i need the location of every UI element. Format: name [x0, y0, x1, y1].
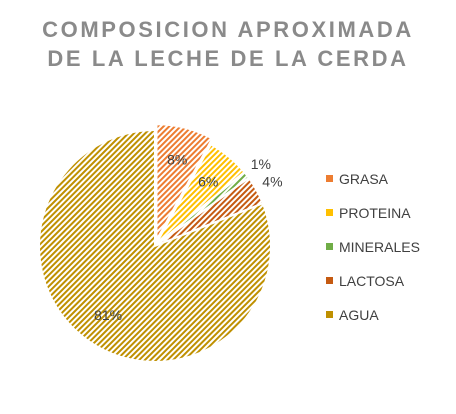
legend-label-agua: AGUA	[339, 307, 379, 323]
legend-swatch-lactosa	[326, 277, 333, 284]
legend-label-proteina: PROTEINA	[339, 205, 411, 221]
chart-title-line-1: COMPOSICION APROXIMADA	[42, 17, 414, 42]
legend-label-minerales: MINERALES	[339, 239, 420, 255]
legend-swatch-grasa	[326, 175, 333, 182]
slice-agua	[38, 128, 272, 363]
legend-swatch-agua	[326, 311, 333, 318]
data-label-agua: 81%	[94, 307, 122, 323]
slice-grasa	[155, 123, 214, 241]
legend-label-grasa: GRASA	[339, 171, 389, 187]
legend-label-lactosa: LACTOSA	[339, 273, 405, 289]
legend: GRASA PROTEINA MINERALES LACTOSA AGUA	[326, 171, 420, 323]
legend-swatch-minerales	[326, 243, 333, 250]
data-label-minerales: 1%	[251, 156, 271, 172]
data-label-grasa: 8%	[167, 151, 187, 167]
chart-title-line-2: DE LA LECHE DE LA CERDA	[47, 46, 408, 71]
data-labels: 8% 6% 1%4% 81%	[94, 151, 283, 323]
legend-swatch-proteina	[326, 209, 333, 216]
data-label-proteina: 6%	[198, 174, 218, 190]
data-label-lactosa: 4%	[262, 173, 282, 189]
pie-slices	[38, 123, 272, 363]
